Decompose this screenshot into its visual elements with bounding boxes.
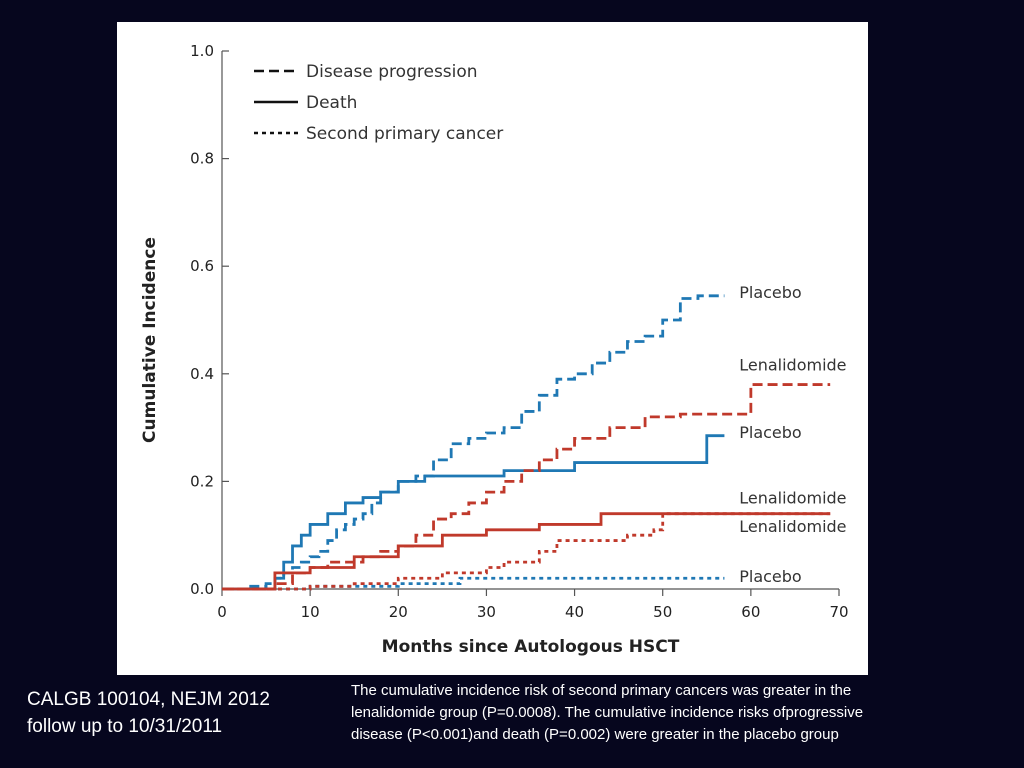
- chart-panel: 0.0 0.2 0.4 0.6 0.8 1.0 0 10 20 30 40 50 60 70 Months …: [117, 22, 868, 675]
- citation-line-1: CALGB 100104, NEJM 2012: [27, 689, 270, 710]
- x-tick-label: 40: [565, 603, 584, 621]
- caption-line-1: The cumulative incidence risk of second …: [351, 682, 852, 699]
- series-label: Lenalidomide: [739, 489, 846, 508]
- y-tick-label: 0.8: [190, 150, 214, 168]
- y-tick-label: 0.6: [190, 257, 214, 275]
- series-line-placebo-solid: [222, 434, 725, 591]
- x-tick-label: 30: [477, 603, 496, 621]
- y-tick-label: 1.0: [190, 42, 214, 60]
- series-line-lenalidomide-dotted: [222, 512, 831, 591]
- series-line-lenalidomide-dashed: [222, 383, 831, 591]
- cumulative-incidence-chart: 0.0 0.2 0.4 0.6 0.8 1.0 0 10 20 30 40 50 60 70 Months …: [140, 42, 849, 657]
- results-caption: The cumulative incidence risk of second …: [351, 680, 1011, 746]
- x-tick-label: 20: [389, 603, 408, 621]
- series-line-placebo-dashed: [222, 294, 725, 591]
- x-tick-label: 0: [217, 603, 227, 621]
- series-line-lenalidomide-solid: [222, 512, 831, 591]
- legend-label: Disease progression: [306, 62, 478, 82]
- x-tick-label: 60: [741, 603, 760, 621]
- series-label: Placebo: [739, 423, 801, 442]
- series-line-placebo-dotted: [222, 576, 725, 591]
- x-tick-label: 10: [301, 603, 320, 621]
- caption-line-2: lenalidomide group (P=0.0008). The cumul…: [351, 704, 864, 721]
- y-tick-label: 0.4: [190, 365, 214, 383]
- x-tick-label: 50: [653, 603, 672, 621]
- series-label: Placebo: [739, 283, 801, 302]
- series-label: Placebo: [739, 567, 801, 586]
- study-citation: CALGB 100104, NEJM 2012 follow up to 10/…: [27, 686, 327, 740]
- series-label: Lenalidomide: [739, 356, 846, 375]
- caption-line-3: disease (P<0.001)and death (P=0.002) wer…: [351, 726, 839, 743]
- x-axis-title: Months since Autologous HSCT: [382, 637, 680, 657]
- legend-label: Death: [306, 93, 357, 113]
- citation-line-2: follow up to 10/31/2011: [27, 716, 223, 737]
- x-tick-label: 70: [829, 603, 848, 621]
- y-axis-title: Cumulative Incidence: [140, 237, 160, 443]
- y-tick-label: 0.2: [190, 472, 214, 490]
- legend-label: Second primary cancer: [306, 124, 503, 144]
- y-tick-label: 0.0: [190, 580, 214, 598]
- series-label: Lenalidomide: [739, 517, 846, 536]
